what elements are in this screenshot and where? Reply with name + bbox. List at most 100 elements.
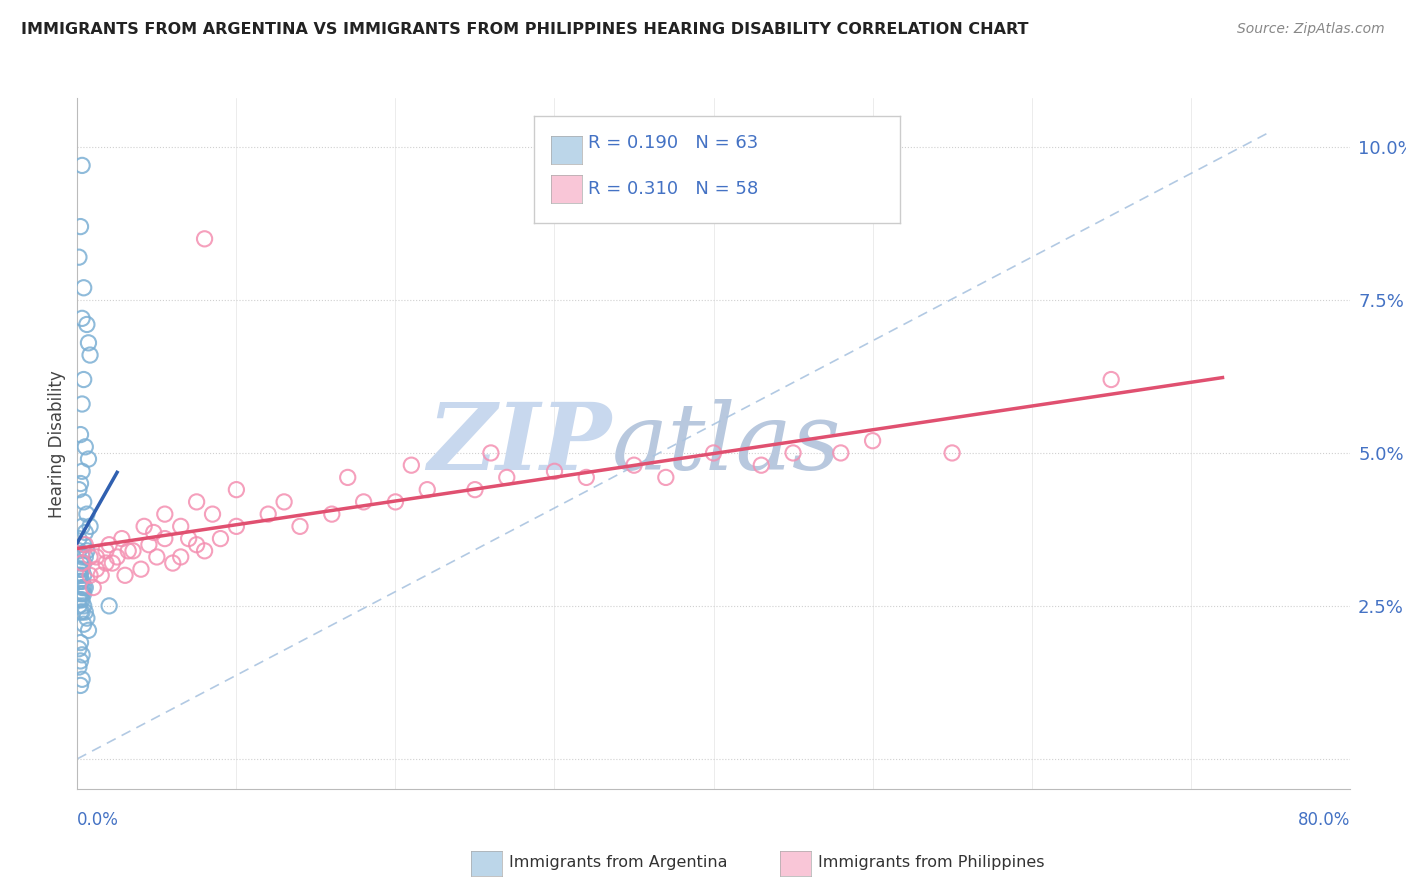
Point bbox=[70, 673, 93, 687]
Point bbox=[384, 495, 406, 509]
Point bbox=[655, 470, 678, 484]
Point bbox=[70, 562, 93, 576]
Point bbox=[288, 519, 311, 533]
Point bbox=[73, 538, 96, 552]
Point bbox=[67, 544, 90, 558]
Point bbox=[153, 507, 176, 521]
Point bbox=[73, 372, 96, 386]
Point bbox=[177, 532, 200, 546]
Point bbox=[749, 458, 772, 473]
Point bbox=[94, 544, 117, 558]
Point bbox=[76, 507, 98, 521]
Point bbox=[82, 581, 104, 595]
Point bbox=[117, 544, 139, 558]
Point bbox=[79, 549, 101, 564]
Point bbox=[70, 587, 93, 601]
Point bbox=[111, 532, 134, 546]
Point bbox=[273, 495, 295, 509]
Text: IMMIGRANTS FROM ARGENTINA VS IMMIGRANTS FROM PHILIPPINES HEARING DISABILITY CORR: IMMIGRANTS FROM ARGENTINA VS IMMIGRANTS … bbox=[21, 22, 1029, 37]
Point bbox=[94, 556, 117, 570]
Point bbox=[67, 592, 90, 607]
Point bbox=[194, 544, 217, 558]
Point bbox=[67, 483, 90, 497]
Point bbox=[67, 574, 90, 589]
Point bbox=[575, 470, 598, 484]
Point bbox=[67, 599, 90, 613]
Point bbox=[75, 538, 97, 552]
Point bbox=[70, 648, 93, 662]
Point bbox=[153, 532, 176, 546]
Point bbox=[69, 592, 91, 607]
Point bbox=[67, 532, 90, 546]
Point bbox=[142, 525, 165, 540]
Point bbox=[75, 549, 97, 564]
Point bbox=[543, 464, 565, 478]
Point bbox=[114, 568, 136, 582]
Point bbox=[703, 446, 725, 460]
Point bbox=[138, 538, 160, 552]
Point bbox=[69, 678, 91, 692]
Point bbox=[73, 599, 96, 613]
Point bbox=[69, 427, 91, 442]
Point bbox=[201, 507, 224, 521]
Point bbox=[73, 556, 96, 570]
Point bbox=[170, 549, 193, 564]
Point bbox=[1099, 372, 1122, 386]
Point bbox=[257, 507, 280, 521]
Text: atlas: atlas bbox=[612, 399, 841, 489]
Point bbox=[464, 483, 486, 497]
Point bbox=[73, 281, 96, 295]
Point bbox=[76, 544, 98, 558]
Point bbox=[69, 568, 91, 582]
Point bbox=[70, 581, 93, 595]
Point bbox=[782, 446, 804, 460]
Point bbox=[77, 335, 100, 350]
Point bbox=[353, 495, 375, 509]
Point bbox=[90, 568, 112, 582]
Point bbox=[69, 562, 91, 576]
Point bbox=[70, 549, 93, 564]
Point bbox=[194, 232, 217, 246]
Point bbox=[67, 562, 90, 576]
Point bbox=[75, 605, 97, 619]
Point bbox=[134, 519, 156, 533]
Point bbox=[73, 617, 96, 632]
Point bbox=[73, 581, 96, 595]
Point bbox=[70, 158, 93, 172]
Point bbox=[70, 311, 93, 326]
Point bbox=[69, 635, 91, 649]
Text: 0.0%: 0.0% bbox=[77, 811, 120, 829]
Text: Source: ZipAtlas.com: Source: ZipAtlas.com bbox=[1237, 22, 1385, 37]
Point bbox=[830, 446, 852, 460]
Point bbox=[73, 495, 96, 509]
Point bbox=[77, 624, 100, 638]
Point bbox=[73, 587, 96, 601]
Point bbox=[225, 483, 247, 497]
Point bbox=[76, 318, 98, 332]
Point bbox=[69, 654, 91, 668]
Point bbox=[70, 397, 93, 411]
Point bbox=[862, 434, 884, 448]
Point bbox=[70, 574, 93, 589]
Point bbox=[416, 483, 439, 497]
Point bbox=[98, 538, 121, 552]
Point bbox=[70, 556, 93, 570]
Point bbox=[70, 464, 93, 478]
Point bbox=[321, 507, 343, 521]
Point bbox=[209, 532, 232, 546]
Text: 80.0%: 80.0% bbox=[1298, 811, 1350, 829]
Point bbox=[479, 446, 502, 460]
Point bbox=[75, 525, 97, 540]
Point bbox=[75, 440, 97, 454]
Point bbox=[69, 574, 91, 589]
Point bbox=[122, 544, 145, 558]
Point bbox=[941, 446, 963, 460]
Point bbox=[79, 348, 101, 362]
Point bbox=[623, 458, 645, 473]
Point bbox=[98, 599, 121, 613]
Point bbox=[86, 562, 108, 576]
Point bbox=[67, 641, 90, 656]
Point bbox=[225, 519, 247, 533]
Point bbox=[67, 660, 90, 674]
Point bbox=[401, 458, 423, 473]
